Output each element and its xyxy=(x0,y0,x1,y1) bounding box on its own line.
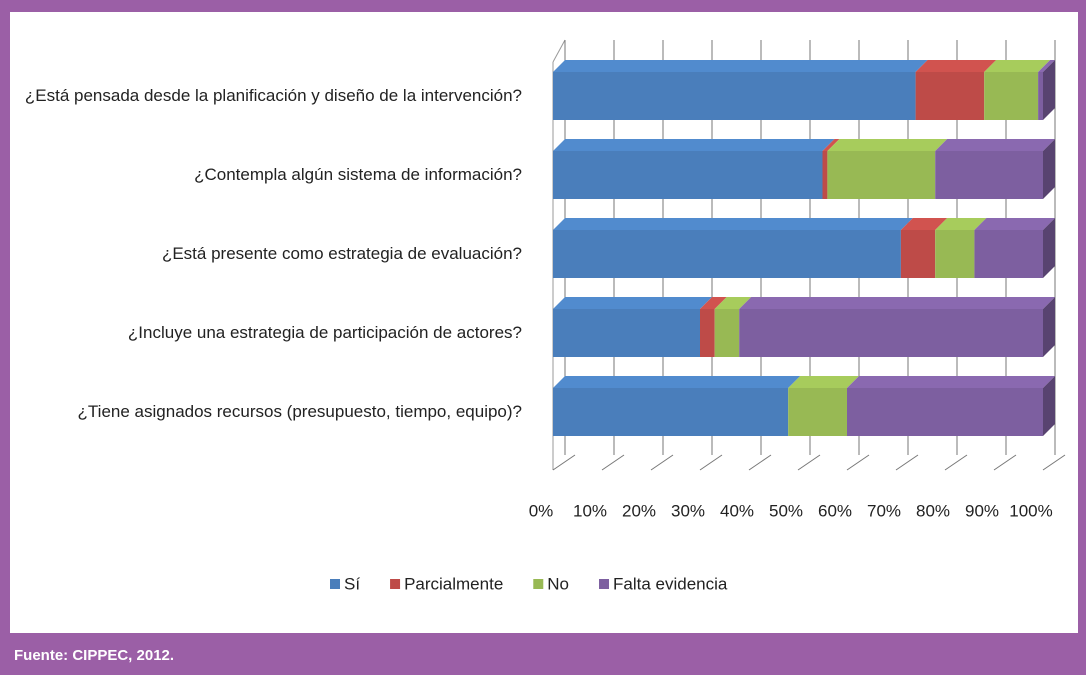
bar-top xyxy=(739,297,1055,309)
bar xyxy=(847,388,1043,436)
category-label: ¿Está pensada desde la planificación y d… xyxy=(24,85,522,105)
bar-top xyxy=(974,218,1055,230)
bar-top xyxy=(553,376,801,388)
bar-top xyxy=(822,139,840,151)
bar-top xyxy=(553,218,913,230)
floor-line xyxy=(650,454,674,471)
bar-top xyxy=(827,139,948,151)
floor-line xyxy=(797,454,821,471)
category-label: ¿Tiene asignados recursos (presupuesto, … xyxy=(77,401,522,421)
bar xyxy=(553,388,789,436)
source: Fuente: CIPPEC, 2012. xyxy=(14,647,174,664)
x-tick-label: 10% xyxy=(573,501,607,520)
floor-line xyxy=(895,454,919,471)
legend-label: Sí xyxy=(344,574,360,593)
bar-top xyxy=(1038,60,1055,72)
bar xyxy=(739,309,1043,357)
x-tick-label: 90% xyxy=(965,501,999,520)
bar-side xyxy=(1043,297,1055,357)
floor-line xyxy=(552,454,576,471)
category-label: ¿Incluye una estrategia de participación… xyxy=(127,322,522,342)
bar-top xyxy=(900,218,948,230)
bar-top xyxy=(984,60,1051,72)
bar-top xyxy=(915,60,997,72)
bar xyxy=(553,72,916,120)
x-tick-label: 100% xyxy=(1009,501,1052,520)
floor-line xyxy=(846,454,870,471)
axis-wall xyxy=(552,39,566,63)
legend-label: Falta evidencia xyxy=(613,574,728,593)
legend-swatch xyxy=(533,579,544,589)
floor-line xyxy=(944,454,968,471)
bar-top xyxy=(553,60,928,72)
bar-top xyxy=(553,139,835,151)
bar xyxy=(915,72,985,120)
bar xyxy=(700,309,715,357)
bar xyxy=(788,388,847,436)
bar-top xyxy=(788,376,859,388)
floor-line xyxy=(993,454,1017,471)
bar-top xyxy=(935,218,987,230)
floor-line xyxy=(601,454,625,471)
x-tick-label: 50% xyxy=(769,501,803,520)
legend-swatch xyxy=(330,579,340,589)
legend-label: Parcialmente xyxy=(404,574,503,593)
frame-left xyxy=(0,0,10,675)
floor-line xyxy=(1042,454,1066,471)
category-label: ¿Contempla algún sistema de información? xyxy=(194,164,522,184)
legend-label: No xyxy=(547,574,569,593)
x-tick-label: 0% xyxy=(529,501,554,520)
bar-top xyxy=(935,139,1055,151)
x-tick-label: 70% xyxy=(867,501,901,520)
bar-top xyxy=(700,297,727,309)
bar xyxy=(984,72,1039,120)
bar-side xyxy=(1043,60,1055,120)
bar-side xyxy=(1043,376,1055,436)
bar-side xyxy=(1043,218,1055,278)
legend-swatch xyxy=(390,579,401,589)
bar xyxy=(935,230,975,278)
bar xyxy=(900,230,936,278)
bar-side xyxy=(1043,139,1055,199)
legend-swatch xyxy=(599,579,610,589)
bar xyxy=(827,151,936,199)
bar-top xyxy=(714,297,752,309)
bar xyxy=(935,151,1043,199)
bar xyxy=(1038,72,1043,120)
bar-top xyxy=(847,376,1055,388)
x-tick-label: 80% xyxy=(916,501,950,520)
bar xyxy=(822,151,828,199)
frame-top xyxy=(0,0,1086,12)
x-tick-label: 20% xyxy=(622,501,656,520)
category-label: ¿Está presente como estrategia de evalua… xyxy=(161,243,522,263)
frame-right xyxy=(1078,0,1086,675)
floor-line xyxy=(699,454,723,471)
bar xyxy=(714,309,740,357)
x-tick-label: 60% xyxy=(818,501,852,520)
x-tick-label: 40% xyxy=(720,501,754,520)
bar xyxy=(553,230,901,278)
bar-top xyxy=(553,297,712,309)
bar xyxy=(553,309,700,357)
bar xyxy=(974,230,1043,278)
bar xyxy=(553,151,823,199)
footer-band xyxy=(0,633,1086,675)
floor-line xyxy=(748,454,772,471)
x-tick-label: 30% xyxy=(671,501,705,520)
